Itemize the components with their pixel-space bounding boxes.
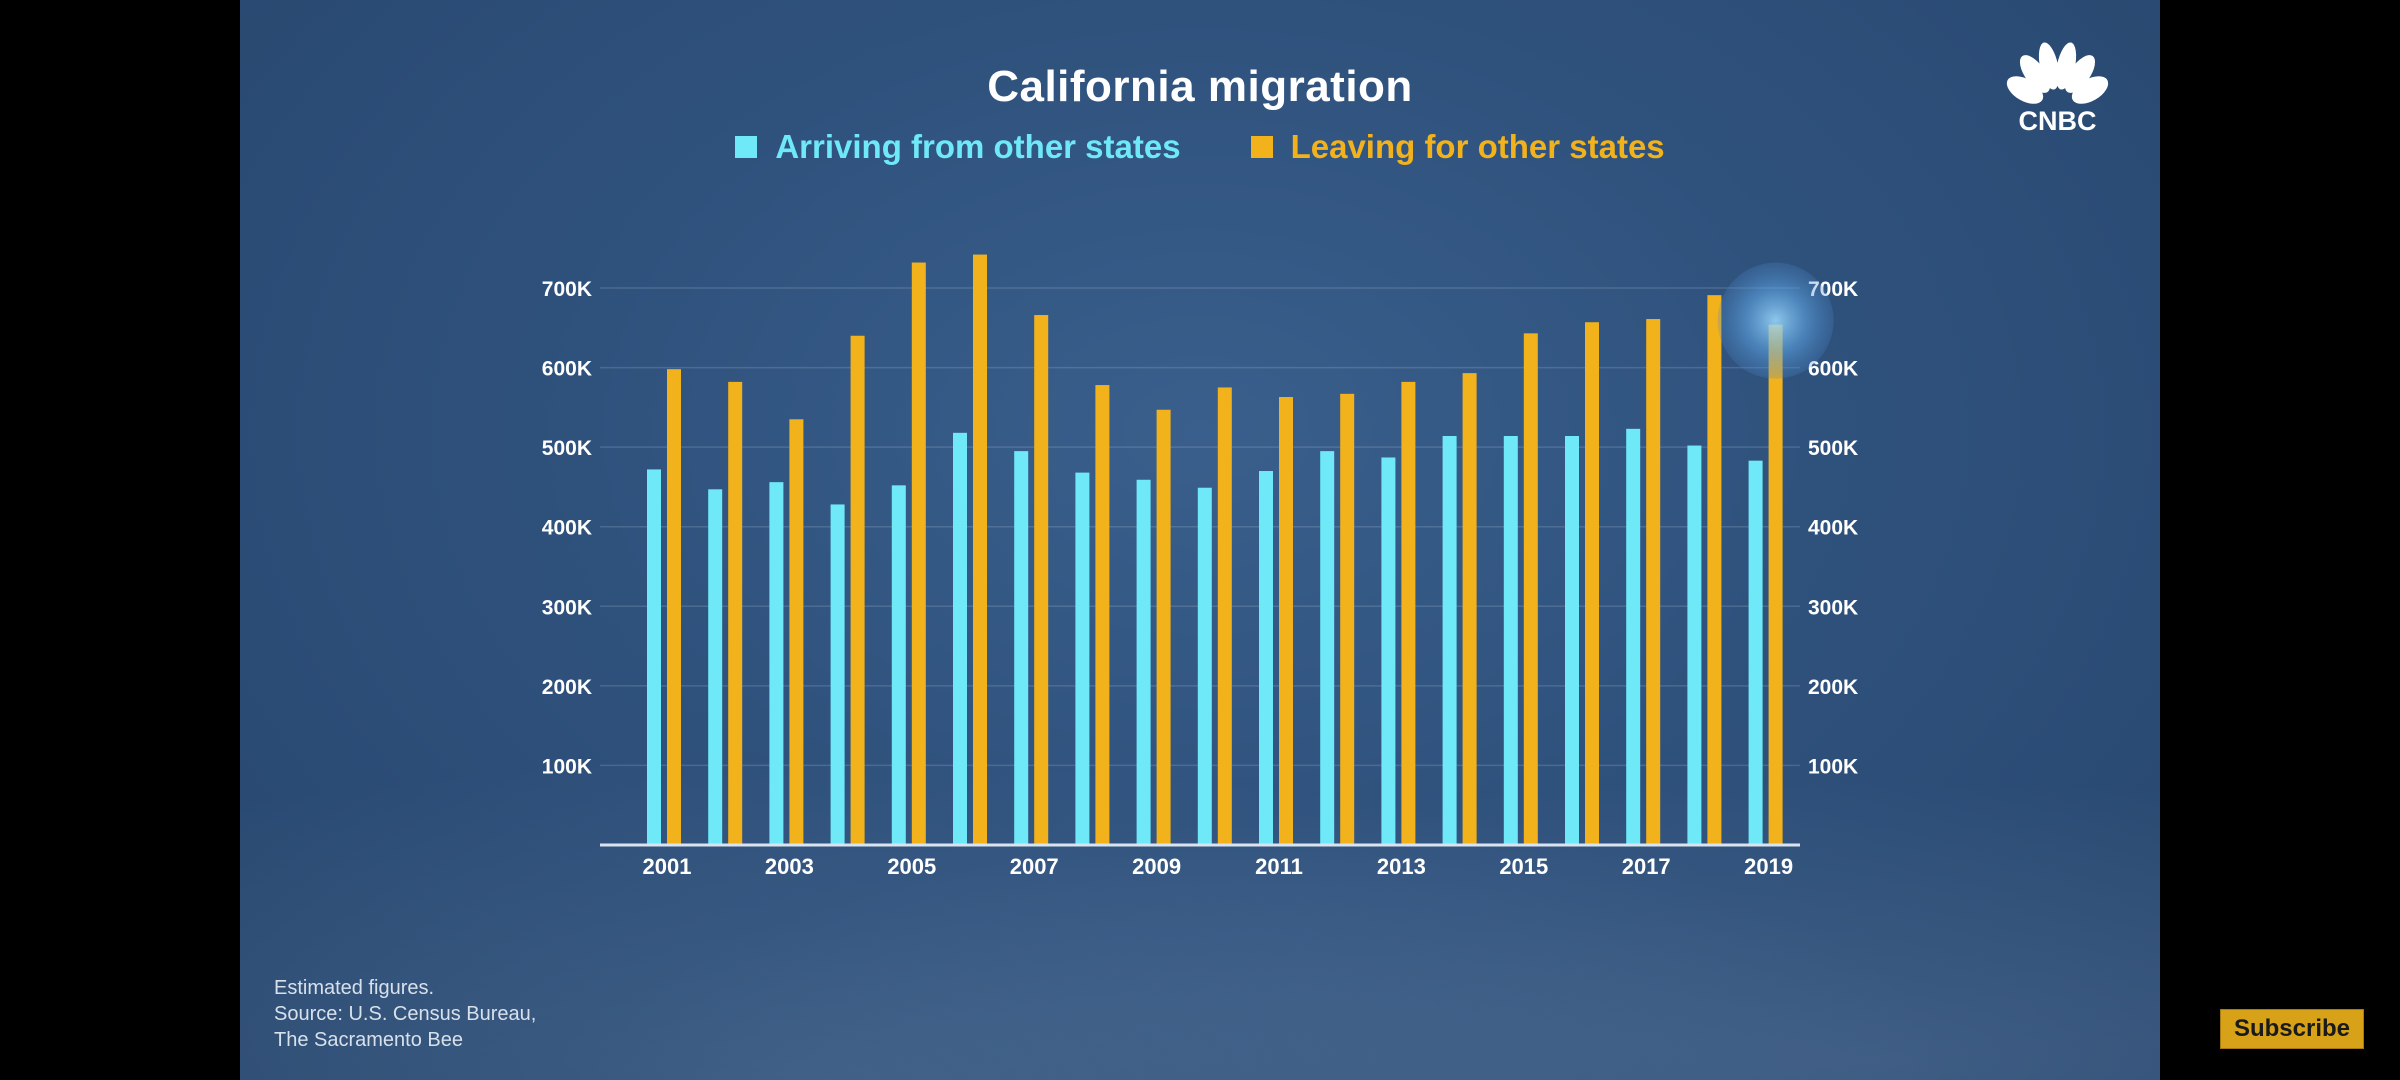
bar-leaving-2004 [850, 335, 865, 845]
bar-chart: 100K 100K 200K 200K 300K 300K 400K 400K 500K 500K… [542, 254, 1858, 879]
chart-legend: Arriving from other states Leaving for o… [240, 128, 2160, 166]
bar-arriving-2004 [830, 504, 845, 845]
bar-arriving-2013 [1381, 457, 1396, 845]
bar-leaving-2001 [667, 369, 681, 845]
bar-leaving-2005 [911, 262, 926, 846]
bar-leaving-2012 [1340, 393, 1355, 845]
bar-arriving-2015 [1503, 436, 1518, 845]
bar-arriving-2006 [953, 432, 967, 845]
highlight-layer [1717, 262, 1834, 379]
bar-arriving-2001 [647, 469, 661, 845]
source-line-1: Estimated figures. [274, 977, 435, 999]
bar-arriving-2019 [1748, 460, 1763, 845]
bar-arriving-2010 [1197, 487, 1212, 845]
bar-leaving-2018 [1707, 295, 1722, 845]
bar-arriving-2008 [1075, 472, 1090, 845]
bar-arriving-2011 [1259, 471, 1273, 845]
bar-arriving-2016 [1565, 436, 1579, 845]
y-tick-label-left: 600K [542, 358, 592, 381]
x-tick-label: 2003 [765, 854, 814, 879]
bar-arriving-2012 [1320, 451, 1335, 845]
y-tick-label-right: 400K [1808, 517, 1858, 540]
legend-label-leaving: Leaving for other states [1290, 128, 1665, 165]
source-line-3: The Sacramento Bee [274, 1029, 463, 1051]
highlight-circle [1717, 262, 1834, 379]
bar-arriving-2009 [1136, 479, 1151, 845]
chart-title: California migration [987, 62, 1413, 111]
x-tick-label: 2001 [643, 854, 692, 879]
bar-leaving-2007 [1034, 315, 1049, 845]
y-tick-label-left: 400K [542, 517, 592, 540]
x-tick-label: 2015 [1499, 854, 1548, 879]
bar-leaving-2009 [1156, 409, 1171, 845]
bar-arriving-2017 [1626, 428, 1641, 845]
y-tick-label-right: 300K [1808, 596, 1858, 619]
y-tick-label-right: 100K [1808, 755, 1858, 778]
bar-leaving-2014 [1462, 373, 1477, 845]
legend-item-arriving: Arriving from other states [735, 128, 1181, 166]
bar-leaving-2017 [1646, 319, 1661, 846]
legend-label-arriving: Arriving from other states [775, 128, 1181, 165]
bar-leaving-2015 [1523, 333, 1538, 845]
x-tick-label: 2007 [1010, 854, 1059, 879]
x-tick-label: 2011 [1255, 854, 1303, 879]
bar-arriving-2002 [708, 489, 723, 845]
bar-arriving-2018 [1687, 445, 1702, 845]
bar-leaving-2010 [1217, 387, 1232, 845]
y-tick-label-right: 500K [1808, 437, 1858, 460]
video-frame[interactable]: California migration Arriving from other… [240, 0, 2160, 1080]
bar-arriving-2014 [1442, 436, 1457, 845]
y-tick-label-left: 100K [542, 755, 592, 778]
x-tick-label: 2005 [887, 854, 936, 879]
bar-leaving-2011 [1279, 397, 1293, 845]
y-tick-label-left: 500K [542, 437, 592, 460]
bar-leaving-2006 [973, 254, 987, 845]
bar-leaving-2008 [1095, 385, 1110, 845]
bar-leaving-2019 [1768, 324, 1783, 845]
y-tick-label-left: 300K [542, 596, 592, 619]
label-layer: 100K 100K 200K 200K 300K 300K 400K 400K 500K 500K… [542, 278, 1858, 879]
cnbc-wordmark: CNBC [2019, 106, 2097, 134]
bar-leaving-2016 [1585, 322, 1599, 846]
legend-item-leaving: Leaving for other states [1250, 128, 1665, 166]
legend-swatch-arriving [735, 136, 758, 158]
bar-leaving-2002 [728, 381, 743, 845]
bar-arriving-2007 [1014, 451, 1029, 845]
bar-arriving-2005 [891, 485, 906, 845]
x-tick-label: 2009 [1132, 854, 1181, 879]
bars-layer [647, 254, 1783, 846]
cnbc-logo: CNBC [2006, 42, 2109, 134]
bar-leaving-2013 [1401, 381, 1416, 845]
bar-arriving-2003 [769, 482, 784, 845]
y-tick-label-right: 600K [1808, 358, 1858, 381]
y-tick-label-left: 700K [542, 278, 592, 301]
x-tick-label: 2013 [1377, 854, 1426, 879]
nbc-peacock-icon [2006, 42, 2109, 104]
x-tick-label: 2019 [1744, 854, 1793, 879]
bar-leaving-2003 [789, 419, 804, 845]
y-tick-label-right: 200K [1808, 676, 1858, 699]
legend-swatch-leaving [1250, 136, 1273, 158]
source-line-2: Source: U.S. Census Bureau, [274, 1003, 537, 1025]
subscribe-button[interactable]: Subscribe [2220, 1009, 2364, 1049]
source-note: Estimated figures. Source: U.S. Census B… [274, 975, 536, 1053]
y-tick-label-left: 200K [542, 676, 592, 699]
x-tick-label: 2017 [1622, 854, 1671, 879]
